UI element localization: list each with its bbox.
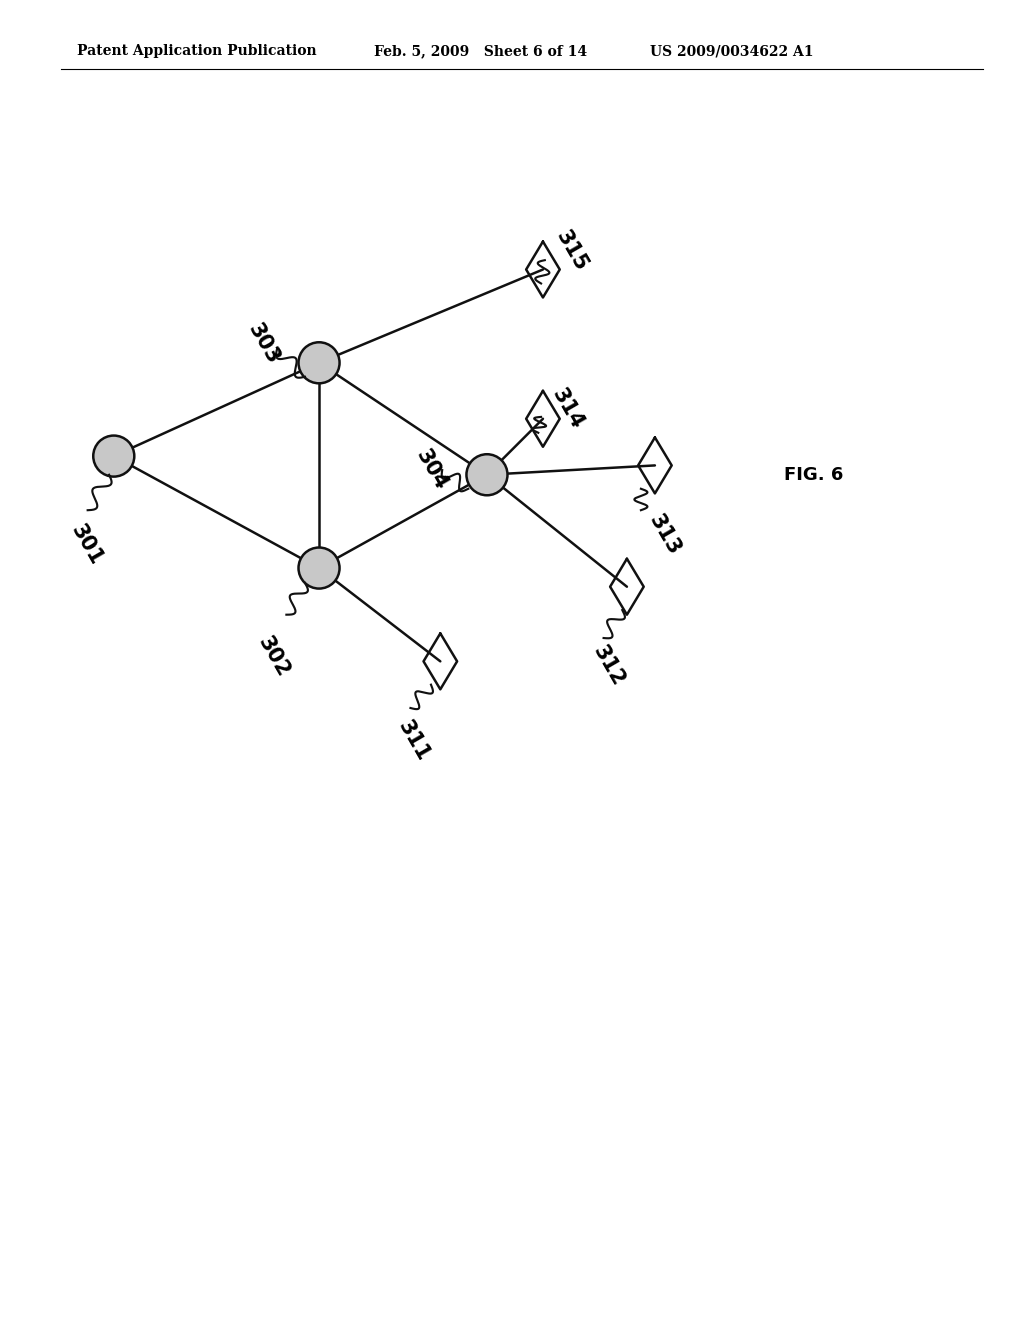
Text: 304: 304 bbox=[413, 446, 452, 494]
Text: 302: 302 bbox=[254, 632, 293, 680]
Text: 313: 313 bbox=[645, 511, 685, 560]
Circle shape bbox=[467, 454, 508, 495]
Text: FIG. 6: FIG. 6 bbox=[783, 466, 843, 483]
Text: US 2009/0034622 A1: US 2009/0034622 A1 bbox=[650, 45, 814, 58]
Text: Feb. 5, 2009   Sheet 6 of 14: Feb. 5, 2009 Sheet 6 of 14 bbox=[374, 45, 587, 58]
Text: 311: 311 bbox=[393, 717, 433, 764]
Text: 301: 301 bbox=[68, 520, 106, 569]
Circle shape bbox=[93, 436, 134, 477]
Text: 312: 312 bbox=[590, 642, 629, 689]
Text: 314: 314 bbox=[548, 385, 587, 433]
Text: 315: 315 bbox=[552, 227, 592, 275]
Text: Patent Application Publication: Patent Application Publication bbox=[77, 45, 316, 58]
Text: 303: 303 bbox=[245, 321, 284, 368]
Circle shape bbox=[299, 548, 340, 589]
Circle shape bbox=[299, 342, 340, 383]
